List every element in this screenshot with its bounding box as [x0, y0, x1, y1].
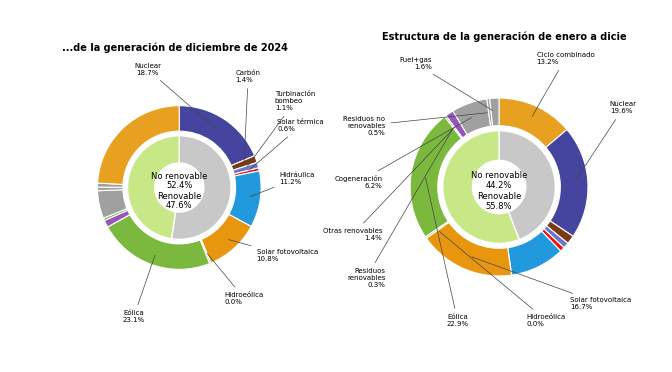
Wedge shape [546, 129, 588, 236]
Title: Estructura de la generación de enero a dicie: Estructura de la generación de enero a d… [382, 31, 626, 42]
Wedge shape [97, 183, 123, 187]
Wedge shape [544, 226, 568, 248]
Wedge shape [443, 131, 519, 243]
Text: Nuclear
19.6%: Nuclear 19.6% [576, 102, 637, 180]
Wedge shape [103, 209, 128, 221]
Wedge shape [200, 240, 211, 263]
Text: Turbinación
bombeo
1.1%: Turbinación bombeo 1.1% [247, 91, 315, 166]
Wedge shape [490, 98, 499, 126]
Wedge shape [179, 106, 255, 166]
Wedge shape [97, 190, 127, 218]
Text: Solar fotovoltaica
16.7%: Solar fotovoltaica 16.7% [472, 257, 632, 310]
Text: Hidroeólica
0.0%: Hidroeólica 0.0% [207, 254, 264, 305]
Text: Hidroeólica
0.0%: Hidroeólica 0.0% [439, 231, 566, 327]
Text: Residuos no
renovables
0.5%: Residuos no renovables 0.5% [343, 113, 487, 136]
Wedge shape [425, 221, 449, 238]
Text: 52.4%: 52.4% [166, 181, 192, 190]
Wedge shape [201, 214, 251, 263]
Wedge shape [97, 106, 179, 185]
Wedge shape [446, 111, 467, 138]
Wedge shape [234, 168, 259, 176]
Text: No renovable: No renovable [151, 172, 208, 181]
Text: Ciclo combinado
13.2%: Ciclo combinado 13.2% [532, 52, 594, 116]
Text: 44.2%: 44.2% [486, 180, 512, 190]
Wedge shape [410, 117, 462, 237]
Text: Hidráulica
11.2%: Hidráulica 11.2% [250, 172, 314, 196]
Wedge shape [499, 98, 567, 147]
Wedge shape [108, 215, 210, 269]
Text: Renovable: Renovable [157, 192, 202, 201]
Text: Solar térmica
0.6%: Solar térmica 0.6% [249, 119, 324, 170]
Text: Renovable: Renovable [477, 192, 521, 201]
Wedge shape [499, 131, 555, 240]
Wedge shape [128, 136, 179, 239]
Wedge shape [487, 99, 493, 126]
Wedge shape [229, 171, 261, 227]
Title: ...de la generación de diciembre de 2024: ...de la generación de diciembre de 2024 [62, 43, 288, 54]
Text: Fuel+gas
1.6%: Fuel+gas 1.6% [399, 57, 493, 110]
Wedge shape [231, 156, 257, 170]
Text: Residuos
renovables
0.3%: Residuos renovables 0.3% [347, 129, 452, 288]
Text: Eólica
23.1%: Eólica 23.1% [123, 255, 155, 323]
Wedge shape [233, 163, 259, 174]
Text: Otras renovables
1.4%: Otras renovables 1.4% [323, 127, 455, 241]
Wedge shape [97, 187, 123, 191]
Text: No renovable: No renovable [471, 171, 528, 180]
Wedge shape [171, 136, 231, 239]
Text: 47.6%: 47.6% [166, 201, 193, 210]
Text: 55.8%: 55.8% [486, 202, 512, 211]
Wedge shape [508, 231, 560, 275]
Text: Cogeneración
6.2%: Cogeneración 6.2% [335, 118, 472, 189]
Text: Nuclear
18.7%: Nuclear 18.7% [134, 63, 215, 128]
Wedge shape [426, 222, 511, 276]
Wedge shape [546, 221, 573, 243]
Text: Carbón
1.4%: Carbón 1.4% [236, 70, 261, 161]
Text: Eólica
22.9%: Eólica 22.9% [425, 178, 468, 327]
Text: Solar fotovoltaica
10.8%: Solar fotovoltaica 10.8% [228, 240, 318, 262]
Wedge shape [445, 116, 462, 138]
Wedge shape [542, 229, 564, 251]
Wedge shape [104, 210, 130, 227]
Wedge shape [453, 99, 491, 135]
